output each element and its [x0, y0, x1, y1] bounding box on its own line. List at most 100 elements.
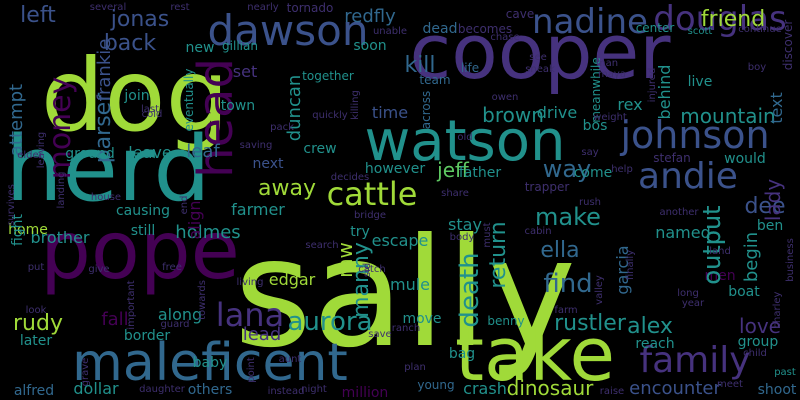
cloud-word: duncan [284, 75, 305, 142]
cloud-word: see [529, 52, 547, 63]
cloud-word: guard [160, 319, 189, 330]
cloud-word: parser [91, 92, 116, 163]
cloud-word: away [258, 176, 316, 201]
cloud-word: saving [240, 140, 273, 151]
cloud-word: fall [101, 309, 128, 330]
cloud-word: rest [170, 2, 189, 13]
cloud-word: leaving [36, 132, 47, 168]
cloud-word: ground [65, 146, 115, 162]
cloud-word: try [350, 224, 370, 240]
cloud-word: bag [449, 346, 475, 362]
cloud-word: survives [6, 184, 17, 226]
cloud-word: towards [197, 280, 208, 320]
cloud-word: eventually [182, 69, 196, 132]
cloud-word: plan [404, 362, 426, 373]
cloud-word: put [28, 262, 45, 273]
cloud-word: benny [487, 314, 524, 328]
cloud-word: find [543, 269, 592, 299]
cloud-word: discover [781, 20, 795, 71]
cloud-word: stay [448, 215, 482, 234]
cloud-word: together [302, 69, 354, 83]
cloud-word: becomes [458, 22, 512, 36]
cloud-word: fight [10, 213, 26, 246]
cloud-word: redfly [344, 6, 396, 27]
cloud-word: cooper [409, 7, 671, 96]
cloud-word: team [419, 73, 450, 87]
cloud-word: decides [331, 172, 370, 183]
cloud-word: continue [738, 24, 781, 35]
cloud-word: father [459, 165, 501, 181]
cloud-word: mule [390, 275, 430, 294]
cloud-word: stefan [653, 151, 691, 165]
cloud-word: friend [701, 7, 765, 32]
cloud-word: mw [333, 242, 357, 278]
cloud-word: weight [593, 112, 627, 123]
cloud-word: baby [193, 355, 228, 371]
cloud-word: love [739, 314, 781, 338]
cloud-word: pope [40, 204, 240, 297]
cloud-word: edgar [269, 270, 316, 289]
cloud-word: year [682, 298, 705, 309]
cloud-word: attempt [6, 84, 27, 156]
cloud-word: dog [41, 37, 229, 154]
cloud-word: across [419, 91, 433, 129]
cloud-word: trapper [525, 180, 570, 194]
cloud-word: lady [761, 179, 785, 222]
cloud-word: landing [56, 171, 67, 208]
cloud-word: alfred [14, 383, 54, 399]
cloud-word: share [441, 188, 469, 199]
cloud-word: boat [728, 284, 760, 300]
cloud-word: along [158, 305, 202, 324]
cloud-word: jeff [436, 158, 470, 182]
cloud-word: live [688, 74, 713, 90]
cloud-word: catch [358, 264, 385, 275]
cloud-word: begin [741, 232, 762, 282]
cloud-word: nadine [532, 2, 648, 42]
cloud-word: others [188, 382, 233, 398]
cloud-word: look [26, 305, 47, 316]
cloud-word: cabin [524, 226, 551, 237]
cloud-word: meet [717, 379, 743, 390]
cloud-word: new [186, 40, 215, 56]
cloud-word: maya [598, 69, 626, 80]
cloud-word: cold [142, 109, 163, 120]
cloud-word: return [486, 221, 511, 288]
cloud-word: sid [362, 263, 373, 277]
cloud-word: long [677, 288, 699, 299]
cloud-word: lana [216, 296, 284, 334]
cloud-word: rudy [13, 311, 63, 336]
cloud-word: group [738, 334, 779, 350]
cloud-word: end [179, 196, 190, 215]
cloud-word: boy [748, 62, 766, 73]
cloud-word: move [402, 311, 441, 327]
cloud-word: way [543, 155, 592, 183]
cloud-word: daughter [139, 384, 186, 395]
cloud-word: save [368, 329, 391, 340]
cloud-word: elder [17, 150, 43, 161]
cloud-word: past [774, 367, 796, 378]
cloud-word: living [237, 277, 264, 288]
cloud-word: output [698, 205, 726, 284]
cloud-word: gillian [222, 39, 258, 53]
cloud-word: old [457, 132, 472, 143]
cloud-word: leave [128, 143, 171, 162]
cloud-word: however [365, 161, 425, 177]
cloud-word: would [724, 151, 766, 167]
cloud-word: maleficent [72, 333, 348, 393]
cloud-word: another [659, 207, 699, 218]
cloud-word: dawson [208, 6, 369, 55]
cloud-word: injured [647, 68, 658, 103]
cloud-word: land [709, 246, 731, 257]
cloud-word: jonas [110, 7, 169, 32]
cloud-word: brother [30, 228, 89, 247]
cloud-word: search [305, 240, 338, 251]
cloud-word: kill [404, 53, 435, 78]
cloud-word: crash [463, 379, 507, 398]
cloud-word: meanwhile [589, 57, 603, 123]
cloud-word: home [8, 222, 48, 238]
cloud-word: chase [490, 32, 519, 43]
cloud-word: align [185, 201, 204, 240]
cloud-word: text [767, 92, 786, 124]
cloud-word: aurora [287, 307, 372, 337]
